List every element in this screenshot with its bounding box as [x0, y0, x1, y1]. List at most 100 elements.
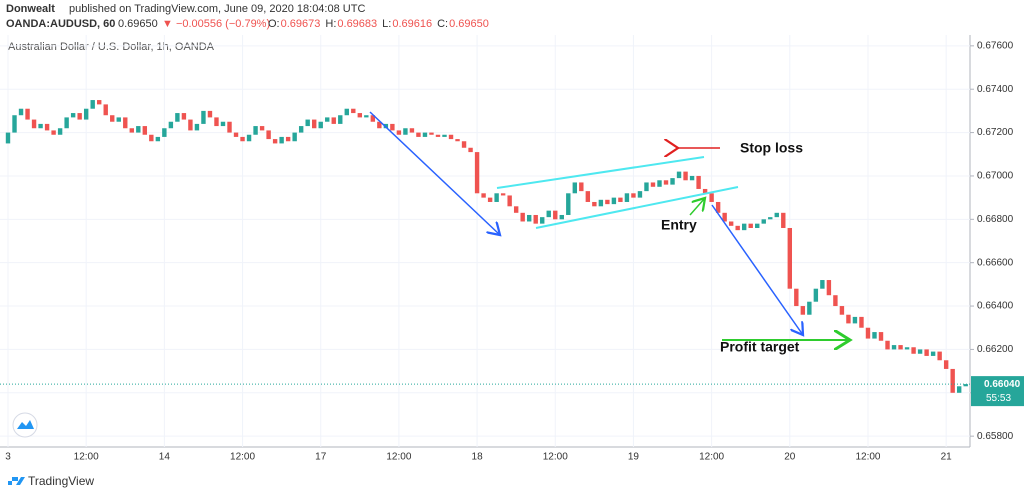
candle-body: [272, 139, 278, 144]
candle-body: [390, 123, 395, 131]
y-tick-label: 0.66800: [977, 214, 1014, 225]
candle-body: [696, 175, 701, 189]
y-tick-label: 0.67600: [977, 40, 1014, 51]
published-info: published on TradingView.com, June 09, 2…: [69, 3, 365, 15]
candle-body: [513, 206, 519, 213]
candle-body: [507, 195, 512, 207]
candle-body: [305, 119, 310, 127]
candle-body: [377, 121, 382, 129]
candle-body: [735, 225, 740, 231]
candle-body: [285, 136, 291, 142]
last-price: 0.66040 55:53: [0, 376, 1024, 407]
y-tick-label: 0.66200: [977, 344, 1014, 355]
candle-body: [663, 180, 669, 185]
candle-body: [618, 197, 623, 202]
candle-body: [540, 217, 545, 224]
candle-body: [924, 349, 929, 356]
countdown: 55:53: [986, 393, 1011, 404]
candle-body: [631, 193, 636, 198]
candle-body: [51, 130, 56, 135]
candle-body: [487, 197, 493, 202]
candle-body: [481, 193, 486, 198]
candle-body: [246, 134, 252, 142]
candle-body: [474, 152, 480, 194]
candle-body: [748, 223, 753, 228]
candle-body: [129, 128, 134, 133]
ohlc-value: 0.69650: [449, 18, 489, 30]
candle-body: [722, 212, 727, 222]
ohlc-value: 0.69616: [392, 18, 432, 30]
candle-body: [110, 115, 115, 122]
symbol: OANDA:AUDUSD, 60: [6, 18, 115, 30]
chart-title: Australian Dollar / U.S. Dollar, 1h, OAN…: [8, 41, 215, 53]
candle-body: [709, 193, 714, 202]
candle-body: [422, 132, 428, 137]
candle-body: [605, 199, 610, 205]
candle-body: [676, 171, 682, 179]
candle-body: [207, 110, 213, 118]
ohlc-key: H:: [325, 18, 336, 30]
x-tick-label: 12:00: [386, 452, 411, 463]
candle-body: [318, 121, 323, 129]
candle-body: [774, 212, 779, 218]
candle-body: [57, 128, 63, 135]
candle-body: [364, 115, 369, 118]
ohlc-key: O:: [268, 18, 280, 30]
candle-body: [800, 306, 806, 315]
candle-body: [846, 314, 851, 324]
candle-body: [533, 214, 538, 224]
candle-body: [83, 108, 89, 120]
candle-body: [768, 217, 773, 220]
entry-arrow: [689, 198, 705, 216]
candle-body: [553, 210, 558, 220]
header-price: 0.69650: [118, 18, 158, 30]
candle-body: [416, 132, 421, 137]
y-tick-label: 0.67200: [977, 127, 1014, 138]
x-tick-label: 12:00: [74, 452, 99, 463]
candle-body: [351, 108, 356, 114]
candle-body: [12, 115, 17, 133]
candle-body: [930, 351, 936, 356]
candle-body: [950, 368, 955, 393]
ohlc-value: 0.69673: [281, 18, 321, 30]
candle-body: [123, 117, 128, 129]
candle-body: [689, 175, 695, 181]
candle-body: [162, 128, 167, 137]
candle-body: [442, 134, 447, 137]
candle-body: [429, 132, 434, 135]
x-tick-label: 19: [628, 452, 640, 463]
candle-body: [878, 332, 884, 341]
candle-body: [396, 130, 402, 135]
candle-body: [917, 349, 923, 354]
candle-body: [813, 288, 819, 302]
x-tick-label: 12:00: [230, 452, 255, 463]
candle-body: [227, 121, 232, 133]
candle-body: [943, 360, 949, 369]
y-tick-label: 0.67000: [977, 171, 1014, 182]
annotation: Profit target: [720, 339, 800, 355]
trend-arrow: [711, 204, 803, 335]
candle-body: [338, 115, 343, 124]
candle-body: [259, 126, 265, 131]
candle-body: [44, 123, 50, 131]
candle-body: [103, 104, 108, 116]
candle-body: [201, 110, 206, 124]
candle-body: [240, 136, 245, 142]
candle-body: [826, 280, 832, 296]
candle-body: [175, 113, 180, 122]
trend-arrow: [369, 111, 500, 235]
x-tick-label: 3: [5, 452, 11, 463]
candle-body: [872, 332, 877, 339]
publisher: Donwealt: [6, 3, 55, 15]
ohlc-key: L:: [382, 18, 391, 30]
last-price-box: [971, 376, 1024, 407]
candle-body: [279, 136, 284, 144]
candle-body: [136, 126, 141, 133]
candle-body: [253, 126, 258, 135]
candle-body: [585, 191, 591, 202]
candle-body: [38, 123, 43, 129]
candle-body: [494, 193, 499, 202]
candle-body: [188, 119, 193, 131]
candle-body: [461, 141, 467, 148]
candle-body: [233, 132, 239, 137]
